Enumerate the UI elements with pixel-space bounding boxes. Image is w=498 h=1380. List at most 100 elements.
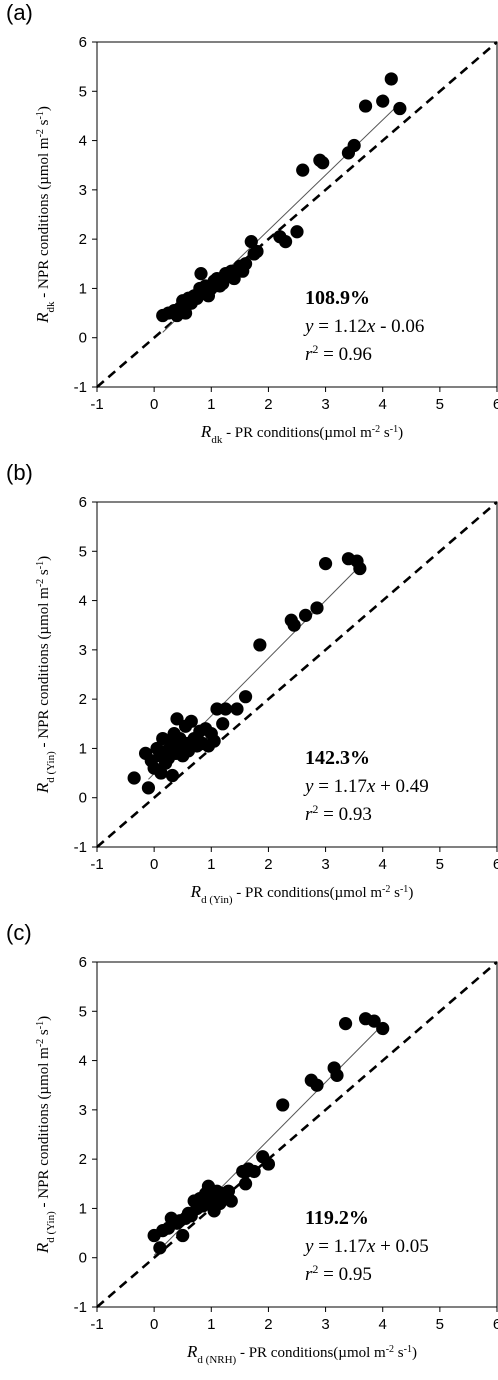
y-label-text: ) xyxy=(36,106,52,111)
panel-b: (b) -1 0 1 2 3 4 5 6 -1 0 1 2 3 4 5 6 142.3% y = 1.17x + … xyxy=(0,460,498,920)
y-axis-label: Rd (Yin) - NPR conditions (µmol m-2 s-1) xyxy=(33,1016,57,1254)
x-tick-label: 3 xyxy=(321,396,329,413)
y-label-symbol: R xyxy=(33,1242,52,1254)
r-superscript: 2 xyxy=(312,802,318,816)
y-tick-label: -1 xyxy=(74,379,87,396)
r-superscript: 2 xyxy=(312,342,318,356)
x-tick-label: 6 xyxy=(493,856,498,873)
data-point xyxy=(338,1017,353,1031)
x-label-text: - PR conditions(µmol m xyxy=(222,425,372,441)
r-squared: r2 = 0.96 xyxy=(305,342,372,365)
x-tick-label: 4 xyxy=(379,856,387,873)
x-tick-label: 1 xyxy=(207,396,215,413)
y-axis-label: Rdk - NPR conditions (µmol m-2 s-1) xyxy=(33,106,57,324)
scatter-plot-a: -1 0 1 2 3 4 5 6 -1 0 1 2 3 4 5 6 108.9% y = 1.12x - 0.06… xyxy=(33,34,498,446)
x-label-subscript: dk xyxy=(211,434,223,446)
data-point xyxy=(287,618,301,632)
eq-y: y xyxy=(303,1236,314,1257)
x-label-sup: -2 xyxy=(382,884,390,895)
data-point xyxy=(318,557,333,571)
data-point xyxy=(244,235,258,249)
eq-y: y xyxy=(303,316,314,337)
y-label-subscript: dk xyxy=(45,301,57,313)
r-squared: r2 = 0.93 xyxy=(305,802,372,825)
y-tick-label: 6 xyxy=(79,34,87,51)
data-point xyxy=(247,1164,261,1179)
data-point xyxy=(218,702,233,716)
panel-c: (c) -1 0 1 2 3 4 5 6 -1 0 1 2 3 4 5 6 119.2% y = 1.17x + … xyxy=(0,920,498,1380)
data-point xyxy=(347,138,361,153)
eq-x: x xyxy=(366,776,376,797)
scatter-plot-c: -1 0 1 2 3 4 5 6 -1 0 1 2 3 4 5 6 119.2% y = 1.17x + 0.05… xyxy=(33,954,498,1366)
x-tick-label: 4 xyxy=(379,396,387,413)
data-point xyxy=(184,714,198,728)
data-point xyxy=(276,1098,290,1112)
y-tick-label: 5 xyxy=(79,1003,87,1020)
x-label-sup: -2 xyxy=(372,424,380,435)
y-tick-label: 4 xyxy=(79,133,87,150)
x-axis-label: Rd (NRH) - PR conditions(µmol m-2 s-1) xyxy=(186,1342,417,1366)
x-tick-label: -1 xyxy=(90,396,103,413)
data-point xyxy=(278,235,293,249)
y-label-text: ) xyxy=(36,1016,52,1021)
y-label-sup: -2 xyxy=(35,1039,46,1047)
data-point xyxy=(316,156,330,170)
x-label-sup: -1 xyxy=(404,1344,412,1355)
plot-frame xyxy=(96,961,498,1308)
y-label-subscript: d (Yin) xyxy=(45,751,57,783)
plot-frame xyxy=(96,41,498,388)
y-tick-label: -1 xyxy=(74,1299,87,1316)
y-tick-label: 2 xyxy=(79,231,87,248)
y-tick-label: 3 xyxy=(79,642,87,659)
x-axis-label: Rd (Yin) - PR conditions(µmol m-2 s-1) xyxy=(190,882,414,906)
regression-equation: y = 1.17x + 0.05 xyxy=(303,1236,429,1257)
y-tick-label: 2 xyxy=(79,691,87,708)
data-point xyxy=(253,638,267,652)
data-point xyxy=(358,99,373,113)
y-tick-label: 1 xyxy=(79,1200,87,1217)
data-point xyxy=(353,561,367,576)
one-to-one-line xyxy=(96,501,498,848)
x-tick-label: 6 xyxy=(493,1316,498,1333)
data-point xyxy=(310,1078,324,1092)
y-tick-label: 2 xyxy=(79,1151,87,1168)
percent-annotation: 108.9% xyxy=(305,287,370,309)
x-label-text: ) xyxy=(408,885,413,901)
data-point xyxy=(165,768,180,783)
scatter-plot-b: -1 0 1 2 3 4 5 6 -1 0 1 2 3 4 5 6 142.3% y = 1.17x + 0.49… xyxy=(33,494,498,906)
x-tick-label: 0 xyxy=(150,396,158,413)
percent-annotation: 119.2% xyxy=(305,1207,369,1229)
r-symbol: r xyxy=(305,1264,313,1285)
x-label-text: ) xyxy=(412,1345,417,1361)
x-label-sup: -1 xyxy=(400,884,408,895)
x-tick-label: 3 xyxy=(321,856,329,873)
x-label-text: s xyxy=(390,885,400,901)
data-point xyxy=(250,244,264,259)
data-point xyxy=(207,734,221,748)
eq-y: y xyxy=(303,776,314,797)
data-point xyxy=(178,306,193,320)
data-point xyxy=(170,712,184,726)
data-point xyxy=(127,771,141,785)
panel-label: (b) xyxy=(6,460,33,485)
y-label-sup: -1 xyxy=(35,111,46,119)
x-label-sup: -2 xyxy=(386,1344,394,1355)
data-point xyxy=(153,1241,167,1255)
x-label-text: s xyxy=(394,1345,404,1361)
one-to-one-line xyxy=(96,961,498,1308)
y-label-subscript: d (Yin) xyxy=(45,1211,57,1243)
x-label-symbol: R xyxy=(186,1342,198,1361)
eq-slope: = 1.17 xyxy=(313,1236,366,1257)
x-axis-label: Rdk - PR conditions(µmol m-2 s-1) xyxy=(200,422,403,446)
x-tick-label: -1 xyxy=(90,1316,103,1333)
y-label-sup: -1 xyxy=(35,1021,46,1029)
x-label-text: s xyxy=(380,425,390,441)
y-tick-label: 0 xyxy=(79,330,87,347)
y-tick-label: 5 xyxy=(79,543,87,560)
x-tick-label: 6 xyxy=(493,396,498,413)
data-point xyxy=(224,1194,238,1208)
r-symbol: r xyxy=(305,804,313,825)
data-point xyxy=(376,94,390,108)
x-tick-label: 4 xyxy=(379,1316,387,1333)
x-tick-label: 5 xyxy=(436,856,444,873)
